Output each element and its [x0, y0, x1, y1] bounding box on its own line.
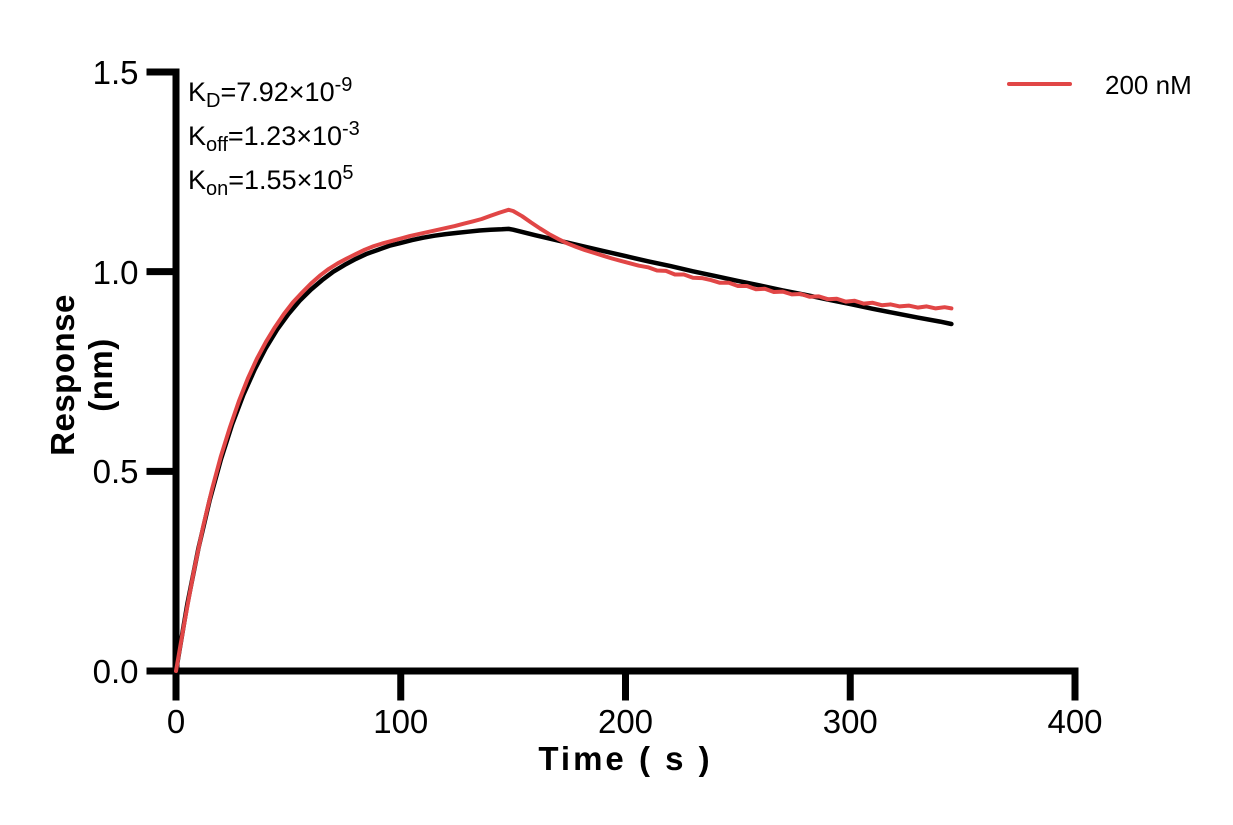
y-tick-label: 0.0 — [92, 653, 139, 690]
x-axis-title: Time ( s ) — [538, 740, 713, 777]
axes — [146, 68, 1079, 701]
data-series — [173, 207, 954, 674]
x-tick-label: 400 — [1047, 703, 1103, 740]
x-tick-label: 100 — [373, 703, 429, 740]
kon-value: Kon=1.55×105 — [188, 162, 354, 200]
y-tick-label: 1.5 — [92, 54, 139, 91]
x-tick-label: 300 — [822, 703, 878, 740]
x-tick-label: 200 — [597, 703, 654, 740]
legend-line-icon — [1007, 82, 1072, 86]
x-tick-label: 0 — [166, 703, 186, 740]
series-line-fit — [173, 226, 954, 674]
legend-label: 200 nM — [1105, 70, 1192, 100]
koff-value: Koff=1.23×10-3 — [188, 118, 360, 156]
y-axis-title: Response (nm) — [44, 294, 119, 456]
series-line-200-nm — [174, 207, 954, 673]
y-tick-label: 1.0 — [92, 253, 139, 291]
kd-value: KD=7.92×10-9 — [188, 74, 353, 112]
y-tick-label: 0.5 — [92, 453, 139, 491]
kinetics-annotation: KD=7.92×10-9 Koff=1.23×10-3 Kon=1.55×105 — [188, 72, 360, 204]
